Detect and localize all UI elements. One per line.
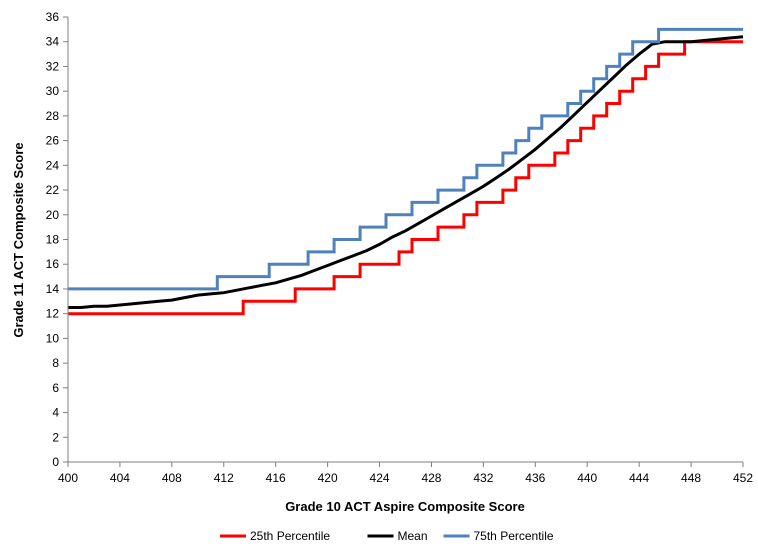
x-tick-label: 444 <box>629 471 649 485</box>
y-tick-label: 16 <box>46 257 60 271</box>
series-line-75th-percentile <box>68 27 743 291</box>
y-tick-label: 36 <box>46 10 60 24</box>
legend-label-75th-percentile: 75th Percentile <box>474 529 554 543</box>
x-tick-label: 432 <box>473 471 493 485</box>
y-tick-label: 12 <box>46 307 60 321</box>
x-tick-label: 408 <box>162 471 182 485</box>
x-axis-title: Grade 10 ACT Aspire Composite Score <box>285 499 525 514</box>
y-tick-label: 6 <box>52 381 59 395</box>
x-tick-label: 428 <box>421 471 441 485</box>
y-tick-label: 8 <box>52 356 59 370</box>
y-tick-label: 30 <box>46 84 60 98</box>
x-tick-label: 436 <box>525 471 545 485</box>
series-line-25th-percentile <box>68 40 743 316</box>
series-lines <box>68 27 744 316</box>
x-tick-label: 440 <box>577 471 597 485</box>
y-tick-label: 24 <box>46 158 60 172</box>
x-tick-label: 448 <box>681 471 701 485</box>
y-tick-label: 20 <box>46 208 60 222</box>
legend: 25th Percentile Mean 75th Percentile <box>220 529 554 543</box>
y-tick-label: 18 <box>46 233 60 247</box>
y-tick-label: 34 <box>46 35 60 49</box>
y-tick-label: 26 <box>46 134 60 148</box>
y-tick-label: 14 <box>46 282 60 296</box>
y-tick-label: 0 <box>52 455 59 469</box>
x-tick-label: 420 <box>318 471 338 485</box>
x-tick-label: 424 <box>370 471 390 485</box>
x-tick-label: 404 <box>110 471 130 485</box>
x-tick-label: 452 <box>733 471 753 485</box>
x-tick-label: 400 <box>58 471 78 485</box>
y-tick-label: 2 <box>52 430 59 444</box>
legend-label-mean: Mean <box>398 529 428 543</box>
y-axis-title: Grade 11 ACT Composite Score <box>11 142 26 337</box>
x-tick-label: 416 <box>266 471 286 485</box>
x-axis-ticks: 400 404 408 412 416 420 424 428 432 436 440 444 448 4… <box>58 462 753 485</box>
y-tick-label: 22 <box>46 183 60 197</box>
y-tick-label: 32 <box>46 59 60 73</box>
series-line-mean <box>68 35 744 309</box>
y-tick-label: 28 <box>46 109 60 123</box>
y-tick-label: 4 <box>52 406 59 420</box>
legend-label-25th-percentile: 25th Percentile <box>250 529 330 543</box>
y-tick-label: 10 <box>46 331 60 345</box>
x-tick-label: 412 <box>214 471 234 485</box>
